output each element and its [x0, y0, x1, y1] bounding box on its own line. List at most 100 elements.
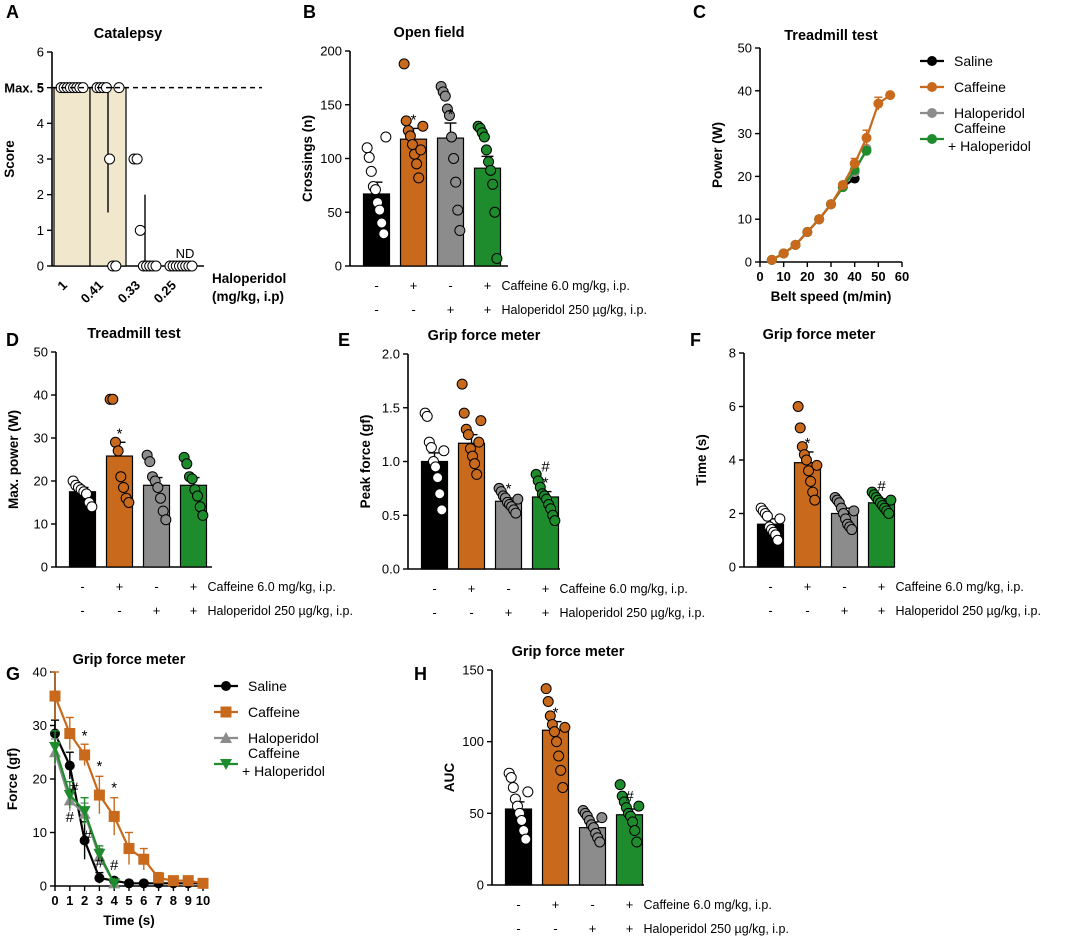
- c-legend-combo-line2: + Haloperidol: [948, 138, 1031, 154]
- e-data-point: [462, 429, 474, 441]
- b-data-point: [478, 131, 490, 143]
- e-data-point: [432, 472, 444, 484]
- c-data-point: [766, 254, 777, 265]
- g-data-point: [79, 835, 90, 846]
- c-y-tick-label: 10: [738, 212, 752, 227]
- c-y-tick-label: 40: [738, 83, 752, 98]
- panel-letter-d: D: [6, 330, 19, 350]
- e-data-point: [430, 461, 442, 473]
- h-y-axis-label: AUC: [442, 763, 457, 792]
- f-data-point: [809, 494, 821, 506]
- d-data-point: [152, 481, 164, 493]
- h-data-point: [633, 800, 645, 812]
- h-data-point: [629, 825, 641, 837]
- h-caffeine-sign: -: [516, 897, 520, 912]
- d-haloperidol-sign: -: [117, 603, 121, 618]
- e-data-point: [510, 507, 522, 519]
- h-data-point: [522, 786, 534, 798]
- d-haloperidol-row-label: Haloperidol 250 µg/kg, i.p.: [208, 604, 353, 618]
- a-y-tick-label: 5: [37, 80, 44, 95]
- h-data-point: [507, 782, 519, 794]
- f-chart-title: Grip force meter: [763, 327, 876, 343]
- b-data-point: [439, 90, 451, 102]
- f-haloperidol-sign: +: [841, 603, 849, 618]
- b-sig-star: *: [448, 106, 454, 123]
- b-haloperidol-row-label: Haloperidol 250 µg/kg, i.p.: [502, 303, 647, 317]
- g-x-tick-label: 1: [66, 893, 73, 908]
- f-data-point: [772, 534, 784, 546]
- c-legend-combo-line1: Caffeine: [954, 120, 1006, 136]
- g-y-tick-label: 40: [33, 665, 47, 680]
- g-x-tick-label: 7: [155, 893, 162, 908]
- g-x-tick-label: 3: [96, 893, 103, 908]
- h-data-point: [542, 696, 554, 708]
- g-sig-hash: #: [66, 809, 75, 826]
- f-caffeine-sign: +: [804, 579, 812, 594]
- e-data-point: [469, 458, 481, 470]
- panel-letter-a: A: [6, 2, 19, 22]
- h-caffeine-sign: +: [552, 897, 560, 912]
- c-data-point: [837, 179, 848, 190]
- g-data-point: [138, 853, 150, 865]
- e-chart-title: Grip force meter: [428, 328, 541, 344]
- h-data-point: [557, 782, 569, 794]
- d-data-point: [115, 471, 127, 483]
- e-data-point: [471, 468, 483, 480]
- h-haloperidol-sign: -: [553, 921, 557, 936]
- b-chart-title: Open field: [394, 25, 465, 41]
- f-data-point: [792, 401, 804, 412]
- d-haloperidol-sign: +: [153, 603, 161, 618]
- b-data-point: [365, 165, 377, 177]
- g-x-tick-label: 6: [140, 893, 147, 908]
- g-y-tick-label: 10: [33, 825, 47, 840]
- g-data-point: [64, 728, 76, 740]
- c-x-tick-label: 20: [800, 269, 814, 284]
- c-data-point: [849, 158, 860, 169]
- c-legend-data-point: [927, 108, 937, 118]
- g-legend-data-point: [220, 732, 232, 743]
- d-caffeine-row-label: Caffeine 6.0 mg/kg, i.p.: [208, 580, 336, 594]
- b-data-point: [380, 131, 392, 143]
- b-data-point: [454, 225, 466, 237]
- d-data-point: [123, 497, 135, 508]
- h-data-point: [551, 736, 563, 748]
- h-chart-title: Grip force meter: [512, 644, 625, 660]
- b-data-point: [411, 158, 423, 170]
- b-y-tick-label: 100: [320, 151, 342, 166]
- c-x-axis-label: Belt speed (m/min): [771, 289, 892, 304]
- d-caffeine-sign: +: [116, 579, 124, 594]
- c-x-tick-label: 50: [871, 269, 885, 284]
- d-y-tick-label: 0: [41, 560, 48, 575]
- b-haloperidol-sign: +: [447, 302, 455, 317]
- c-data-point: [778, 248, 789, 259]
- h-caffeine-row-label: Caffeine 6.0 mg/kg, i.p.: [644, 898, 772, 912]
- c-data-point: [861, 145, 872, 156]
- f-y-tick-label: 4: [729, 453, 736, 468]
- e-y-axis-label: Peak force (gf): [358, 415, 373, 509]
- b-data-point: [491, 252, 503, 264]
- f-caffeine-sign: -: [768, 579, 772, 594]
- panel-letter-c: C: [693, 2, 706, 22]
- g-x-tick-label: 8: [170, 893, 177, 908]
- b-data-point: [446, 131, 458, 143]
- g-data-point: [167, 875, 179, 887]
- g-y-tick-label: 20: [33, 772, 47, 787]
- a-y-axis-label: Score: [2, 140, 17, 178]
- g-sig-star: *: [96, 758, 102, 775]
- g-x-tick-label: 9: [185, 893, 192, 908]
- g-data-point: [197, 877, 209, 889]
- f-haloperidol-sign: -: [768, 603, 772, 618]
- g-x-tick-label: 0: [51, 893, 58, 908]
- g-y-tick-label: 0: [40, 879, 47, 894]
- b-data-point: [415, 144, 427, 156]
- e-sig-star: *: [543, 475, 549, 492]
- f-caffeine-sign: +: [878, 579, 886, 594]
- h-haloperidol-row-label: Haloperidol 250 µg/kg, i.p.: [644, 922, 789, 936]
- d-haloperidol-sign: -: [80, 603, 84, 618]
- c-x-tick-label: 40: [847, 269, 861, 284]
- g-sig-hash: #: [95, 854, 104, 871]
- a-nd-label: ND: [176, 246, 195, 261]
- d-data-point: [160, 514, 172, 526]
- e-haloperidol-sign: -: [432, 605, 436, 620]
- f-y-tick-label: 6: [729, 399, 736, 414]
